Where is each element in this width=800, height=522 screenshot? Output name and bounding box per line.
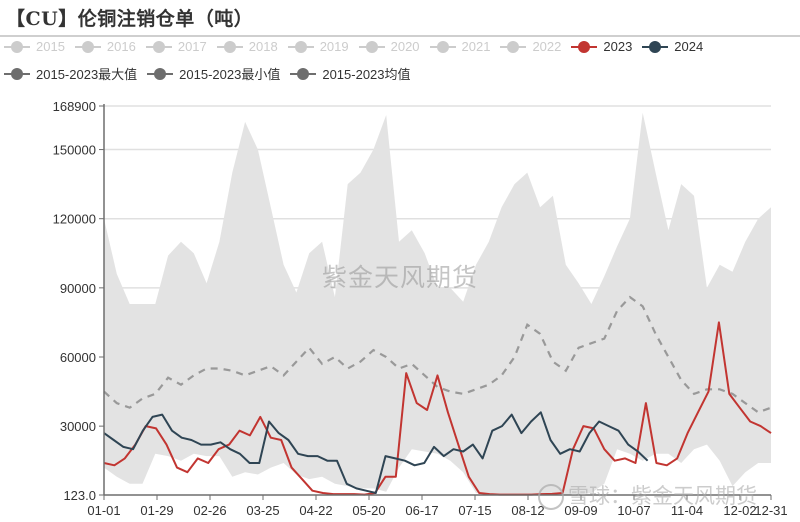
legend-item-2016[interactable]: 2016 — [74, 39, 136, 54]
x-axis-label: 12-31 — [754, 503, 787, 518]
y-axis-label: 90000 — [60, 281, 96, 296]
legend-label: 2022 — [532, 39, 562, 54]
y-axis-label: 60000 — [60, 350, 96, 365]
x-axis-label: 10-07 — [617, 503, 650, 518]
legend-label: 2017 — [177, 39, 207, 54]
legend-label: 2016 — [106, 39, 136, 54]
legend-label: 2015-2023均值 — [322, 67, 411, 82]
x-axis-label: 12-02 — [723, 503, 756, 518]
legend-label: 2024 — [674, 39, 704, 54]
legend-marker-icon — [429, 40, 456, 54]
legend-label: 2020 — [390, 39, 420, 54]
legend-marker-icon — [216, 40, 243, 54]
legend-marker-icon — [500, 40, 527, 54]
y-axis-label: 120000 — [53, 212, 96, 227]
x-axis-label: 02-26 — [193, 503, 226, 518]
legend-marker-icon — [145, 40, 172, 54]
series-2023-line — [103, 321, 772, 496]
legend-item-2015-2023-stat1[interactable]: 2015-2023最小值 — [147, 64, 280, 83]
y-axis-label: 30000 — [60, 419, 96, 434]
legend-marker-icon — [74, 40, 101, 54]
legend-item-2015-2023-stat2[interactable]: 2015-2023均值 — [290, 64, 411, 83]
legend-item-2019[interactable]: 2019 — [287, 39, 349, 54]
x-axis-label: 07-15 — [458, 503, 491, 518]
x-axis-label: 04-22 — [299, 503, 332, 518]
legend-label: 2015 — [36, 39, 65, 54]
legend-marker-icon — [4, 40, 30, 54]
legend-label: 2015-2023最小值 — [179, 67, 281, 82]
y-axis-label: 168900 — [53, 99, 96, 114]
legend-item-2018[interactable]: 2018 — [216, 39, 278, 54]
x-axis-label: 01-29 — [140, 503, 173, 518]
series-2024-line — [103, 411, 649, 494]
x-axis-label: 09-09 — [564, 503, 597, 518]
legend-label: 2015-2023最大值 — [36, 67, 138, 82]
legend-item-2020[interactable]: 2020 — [358, 39, 420, 54]
legend-years: 2015 2016 2017 2018 2019 2020 2021 2022 2023 2024 — [4, 39, 713, 54]
mean-line — [103, 295, 772, 414]
chart-title: 【CU】伦铜注销仓单（吨） — [6, 8, 254, 30]
legend-marker-icon — [642, 40, 669, 54]
legend-item-2017[interactable]: 2017 — [145, 39, 207, 54]
legend-item-2021[interactable]: 2021 — [429, 39, 491, 54]
legend-item-2023[interactable]: 2023 — [571, 39, 632, 54]
legend-marker-icon — [147, 67, 174, 81]
y-axis-label: 123.0 — [63, 488, 96, 503]
legend-marker-icon — [571, 40, 598, 54]
legend-marker-icon — [4, 67, 30, 81]
title-divider — [0, 35, 800, 37]
max-min-band — [104, 112, 771, 495]
y-axis-label: 150000 — [53, 143, 96, 158]
legend-marker-icon — [358, 40, 385, 54]
legend-item-2015[interactable]: 2015 — [4, 39, 65, 54]
legend-label: 2023 — [603, 39, 633, 54]
x-axis-label: 11-04 — [671, 503, 703, 518]
legend-marker-icon — [290, 67, 317, 81]
x-axis-label: 03-25 — [246, 503, 279, 518]
x-axis-label: 08-12 — [511, 503, 544, 518]
legend-item-2024[interactable]: 2024 — [642, 39, 703, 54]
x-axis-label: 06-17 — [405, 503, 438, 518]
legend-statistics: 2015-2023最大值 2015-2023最小值 2015-2023均值 — [4, 64, 421, 83]
x-axis-label: 05-20 — [352, 503, 385, 518]
legend-label: 2018 — [248, 39, 278, 54]
legend-label: 2021 — [461, 39, 491, 54]
legend-item-2015-2023-stat0[interactable]: 2015-2023最大值 — [4, 64, 137, 83]
x-axis-label: 01-01 — [87, 503, 120, 518]
legend-marker-icon — [287, 40, 314, 54]
legend-item-2022[interactable]: 2022 — [500, 39, 561, 54]
legend-label: 2019 — [319, 39, 349, 54]
